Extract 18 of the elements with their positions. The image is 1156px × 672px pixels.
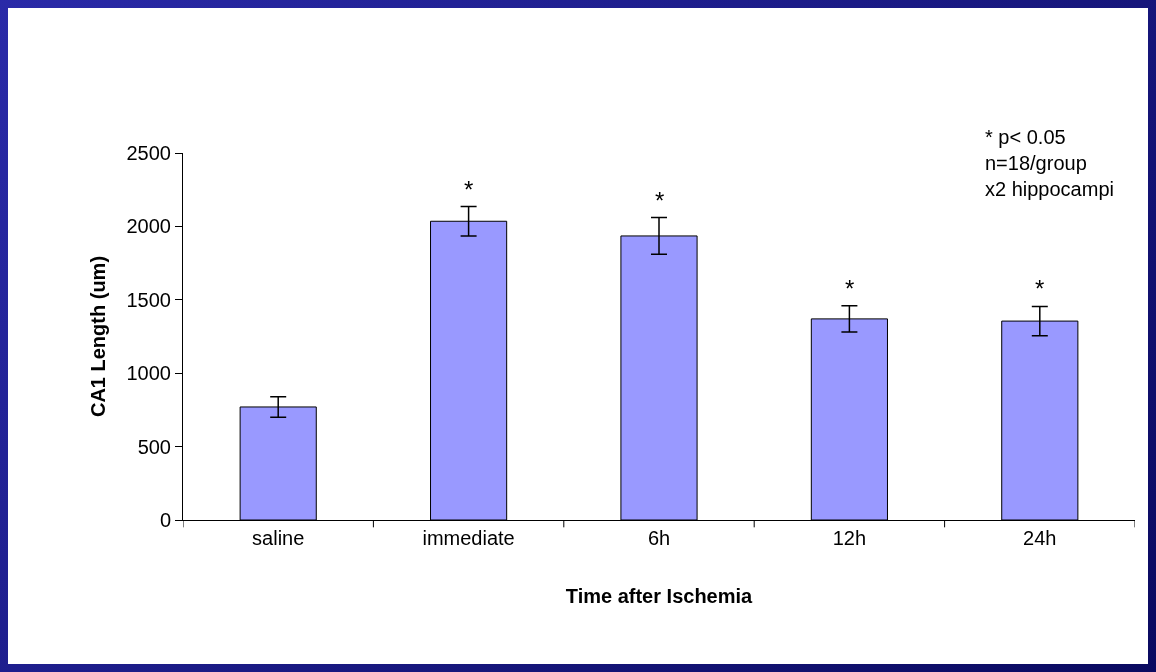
y-tick-label: 1500 bbox=[126, 288, 171, 311]
y-axis-title: CA1 Length (um) bbox=[87, 255, 109, 418]
x-tick-label: 24h bbox=[1023, 527, 1057, 549]
annotation: * p< 0.05 n=18/group x2 hippocampi bbox=[985, 126, 1114, 200]
y-tick-label: 0 bbox=[159, 509, 171, 531]
annotation: * bbox=[1035, 275, 1045, 302]
y-tick-label: 500 bbox=[137, 435, 171, 458]
x-axis-title: Time after Ischemia bbox=[565, 584, 754, 607]
y-tick-label: 2000 bbox=[126, 215, 171, 238]
annotation: * bbox=[845, 275, 855, 302]
annotation: * bbox=[464, 176, 474, 203]
x-tick-label: 12h bbox=[832, 527, 867, 549]
annotation: * bbox=[655, 187, 665, 214]
x-tick-label: immediate bbox=[422, 527, 515, 549]
y-tick-label: 2500 bbox=[126, 142, 171, 164]
x-tick-label: 6h bbox=[647, 527, 671, 549]
x-tick-label: saline bbox=[252, 527, 305, 549]
y-tick-label: 1000 bbox=[126, 362, 171, 385]
